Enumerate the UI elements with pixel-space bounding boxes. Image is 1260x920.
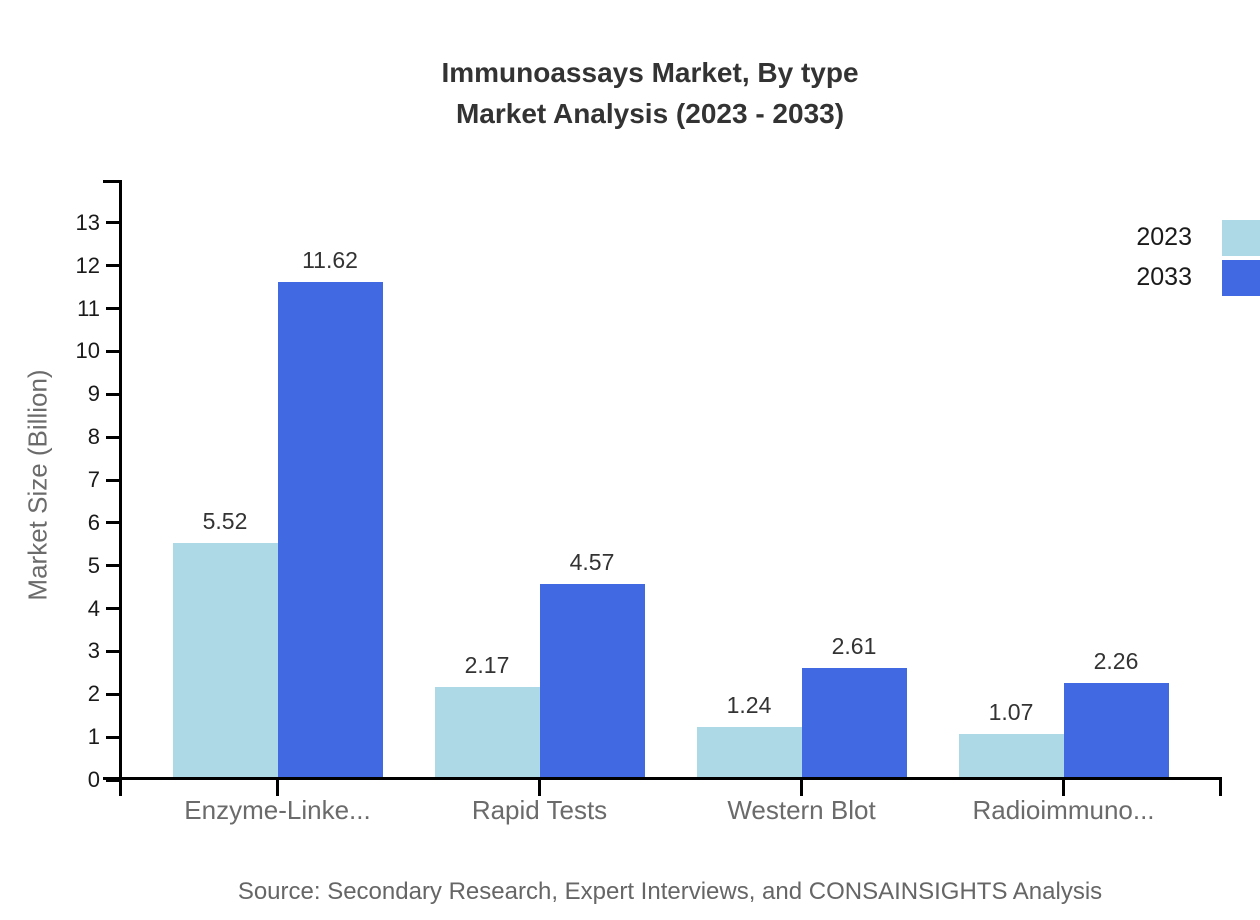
y-axis-tick <box>106 264 122 268</box>
y-axis-tick <box>106 778 122 782</box>
y-tick-label: 5 <box>87 552 100 578</box>
bar-2033-1 <box>277 282 383 780</box>
bar-2033-4 <box>1063 683 1169 780</box>
y-axis-tick <box>106 564 122 568</box>
x-axis-tick <box>800 780 803 796</box>
x-category-label: Western Blot <box>727 795 876 825</box>
x-axis-tick <box>1062 780 1065 796</box>
legend-swatch-2033 <box>1222 260 1260 296</box>
y-axis-tick <box>106 349 122 353</box>
y-axis-tick <box>106 307 122 311</box>
x-category-label: Rapid Tests <box>471 795 608 825</box>
y-tick-label: 11 <box>77 295 100 321</box>
bar-value-label: 2.61 <box>831 633 877 660</box>
y-tick-label: 1 <box>87 724 100 750</box>
y-axis-tick <box>106 607 122 611</box>
y-axis-tick <box>106 692 122 696</box>
x-category-label: Enzyme-Linke... <box>184 795 371 825</box>
bar-value-label: 2.17 <box>464 652 510 678</box>
y-tick-label: 12 <box>75 252 100 278</box>
bar-2023-3 <box>696 726 802 780</box>
legend-label-2023: 2023 <box>1136 223 1192 251</box>
bar-2033-2 <box>539 584 645 780</box>
y-axis-tick <box>106 435 122 439</box>
y-axis-tick <box>106 221 122 225</box>
chart-title: Immunoassays Market, By type Market Anal… <box>40 52 1260 134</box>
y-tick-label: 2 <box>87 681 100 707</box>
y-axis-tick <box>106 521 122 525</box>
source-attribution: Source: Secondary Research, Expert Inter… <box>237 878 1103 905</box>
x-axis-right-end-tick <box>1219 780 1222 796</box>
bar-value-label: 1.24 <box>726 691 772 718</box>
bar-value-label: 1.07 <box>988 699 1034 726</box>
y-tick-label: 8 <box>87 424 100 450</box>
y-axis-top-end-tick <box>103 180 119 183</box>
x-category-label: Radioimmuno... <box>972 795 1155 825</box>
y-axis-tick <box>106 478 122 482</box>
legend-swatch-2023 <box>1222 220 1260 256</box>
y-axis-tick <box>106 392 122 396</box>
y-tick-label: 13 <box>75 209 100 235</box>
bar-2023-2 <box>434 687 540 780</box>
y-tick-label: 10 <box>75 338 100 364</box>
y-tick-label: 6 <box>87 509 100 535</box>
legend-label-2033: 2033 <box>1136 263 1192 291</box>
y-tick-label: 0 <box>87 767 100 792</box>
y-axis-tick <box>106 649 122 653</box>
bar-value-label: 5.52 <box>202 508 248 535</box>
bar-2033-3 <box>801 668 907 780</box>
x-axis-line <box>103 777 1222 780</box>
bar-2023-1 <box>172 543 278 780</box>
x-axis-tick <box>276 780 279 796</box>
chart-title-line-2: Market Analysis (2023 - 2033) <box>455 98 845 129</box>
bar-value-label: 11.62 <box>302 247 358 273</box>
y-tick-label: 3 <box>87 638 100 664</box>
bar-value-label: 2.26 <box>1093 648 1139 675</box>
chart-title-line-1: Immunoassays Market, By type <box>441 57 859 88</box>
y-tick-label: 7 <box>87 467 100 492</box>
bar-value-label: 4.57 <box>569 549 615 576</box>
bar-2023-4 <box>958 734 1064 780</box>
y-axis-line <box>119 180 122 796</box>
y-axis-tick <box>106 735 122 739</box>
y-tick-label: 4 <box>87 595 100 621</box>
x-axis-tick <box>538 780 541 796</box>
y-tick-label: 9 <box>87 381 100 407</box>
